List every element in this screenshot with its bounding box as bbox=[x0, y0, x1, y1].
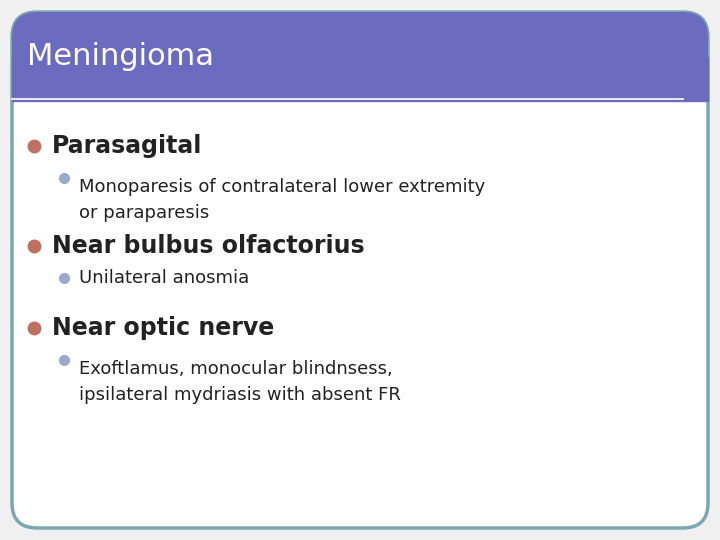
FancyBboxPatch shape bbox=[12, 12, 708, 528]
Bar bbox=[12, 57, 708, 101]
FancyBboxPatch shape bbox=[12, 12, 708, 101]
Text: Unilateral anosmia: Unilateral anosmia bbox=[79, 269, 249, 287]
Text: Meningioma: Meningioma bbox=[27, 42, 214, 71]
Text: Near optic nerve: Near optic nerve bbox=[52, 316, 274, 340]
Text: Monoparesis of contralateral lower extremity
or paraparesis: Monoparesis of contralateral lower extre… bbox=[79, 178, 485, 222]
Text: Parasagital: Parasagital bbox=[52, 134, 202, 158]
Text: Exoftlamus, monocular blindnsess,
ipsilateral mydriasis with absent FR: Exoftlamus, monocular blindnsess, ipsila… bbox=[79, 360, 401, 404]
Text: Near bulbus olfactorius: Near bulbus olfactorius bbox=[52, 234, 364, 258]
